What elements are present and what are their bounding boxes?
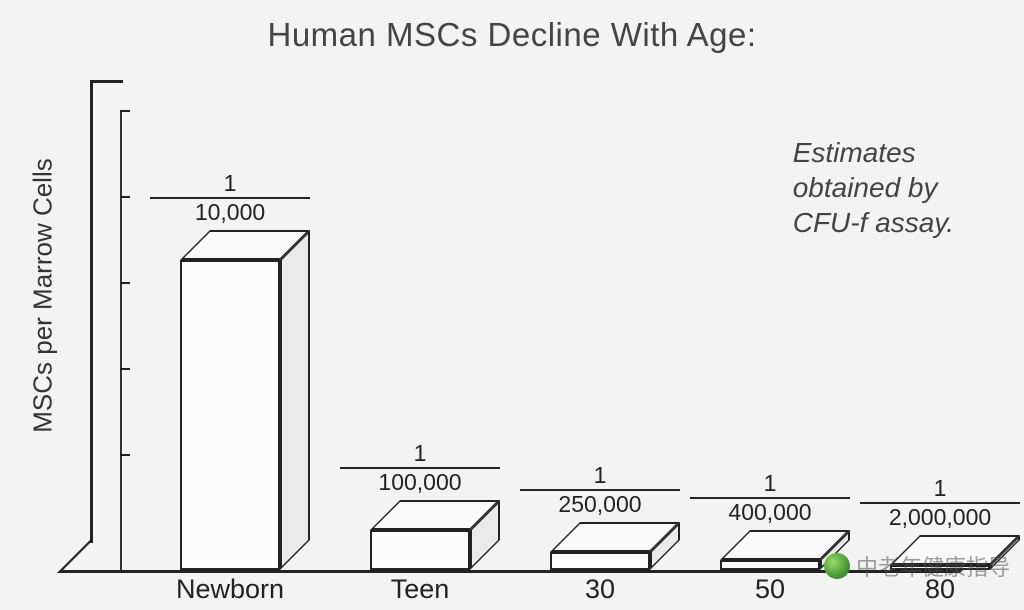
bar-value-fraction: 12,000,000 [860, 477, 1020, 529]
axis-back-panel [90, 80, 123, 543]
bar-front-face [180, 260, 280, 570]
fraction-numerator: 1 [860, 477, 1020, 502]
fraction-numerator: 1 [690, 472, 850, 497]
fraction-denominator: 250,000 [520, 489, 680, 516]
fraction-denominator: 10,000 [150, 197, 310, 224]
bar [150, 230, 280, 570]
bar-value-fraction: 1400,000 [690, 472, 850, 524]
watermark: 中老年健康指导 [824, 550, 1010, 582]
fraction-denominator: 400,000 [690, 497, 850, 524]
bar [690, 530, 820, 570]
fraction-numerator: 1 [520, 464, 680, 489]
y-tick [120, 454, 130, 456]
bar-value-fraction: 110,000 [150, 172, 310, 224]
bar-side-face [280, 230, 310, 570]
x-axis-label: Newborn [150, 574, 310, 605]
watermark-logo-icon [824, 553, 850, 579]
fraction-numerator: 1 [150, 172, 310, 197]
y-tick [120, 196, 130, 198]
plot-area: NewbornTeen305080 110,0001100,0001250,00… [90, 80, 990, 590]
y-axis-label: MSCs per Marrow Cells [28, 131, 59, 461]
bar-value-fraction: 1250,000 [520, 464, 680, 516]
fraction-denominator: 100,000 [340, 467, 500, 494]
watermark-text: 中老年健康指导 [856, 550, 1010, 582]
fraction-denominator: 2,000,000 [860, 502, 1020, 529]
y-tick [120, 368, 130, 370]
y-tick [120, 110, 130, 112]
bar-front-face [550, 552, 650, 570]
bar [520, 522, 650, 570]
bar [340, 500, 470, 570]
bar-value-fraction: 1100,000 [340, 442, 500, 494]
bar-front-face [370, 530, 470, 570]
x-axis-label: 30 [520, 574, 680, 605]
bar-front-face [720, 560, 820, 570]
chart-container: Human MSCs Decline With Age: MSCs per Ma… [0, 0, 1024, 610]
x-axis-label: Teen [340, 574, 500, 605]
axis-front-vertical [120, 110, 122, 570]
y-tick [120, 282, 130, 284]
fraction-numerator: 1 [340, 442, 500, 467]
chart-title: Human MSCs Decline With Age: [0, 16, 1024, 54]
